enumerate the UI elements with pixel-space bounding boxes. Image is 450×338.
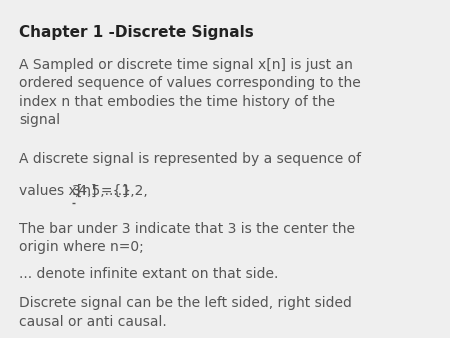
Text: Discrete signal can be the left sided, right sided
causal or anti causal.: Discrete signal can be the left sided, r…: [19, 296, 352, 329]
Text: The bar under 3 indicate that 3 is the center the
origin where n=0;: The bar under 3 indicate that 3 is the c…: [19, 222, 355, 254]
Text: A Sampled or discrete time signal x[n] is just an
ordered sequence of values cor: A Sampled or discrete time signal x[n] i…: [19, 58, 361, 127]
Text: 3: 3: [72, 184, 81, 198]
Text: A discrete signal is represented by a sequence of: A discrete signal is represented by a se…: [19, 152, 361, 166]
Text: ... denote infinite extant on that side.: ... denote infinite extant on that side.: [19, 267, 279, 281]
Text: values x[n] ={1,2,: values x[n] ={1,2,: [19, 184, 148, 198]
Text: ,4,5,....}: ,4,5,....}: [75, 184, 132, 198]
Text: Chapter 1 -Discrete Signals: Chapter 1 -Discrete Signals: [19, 25, 254, 40]
